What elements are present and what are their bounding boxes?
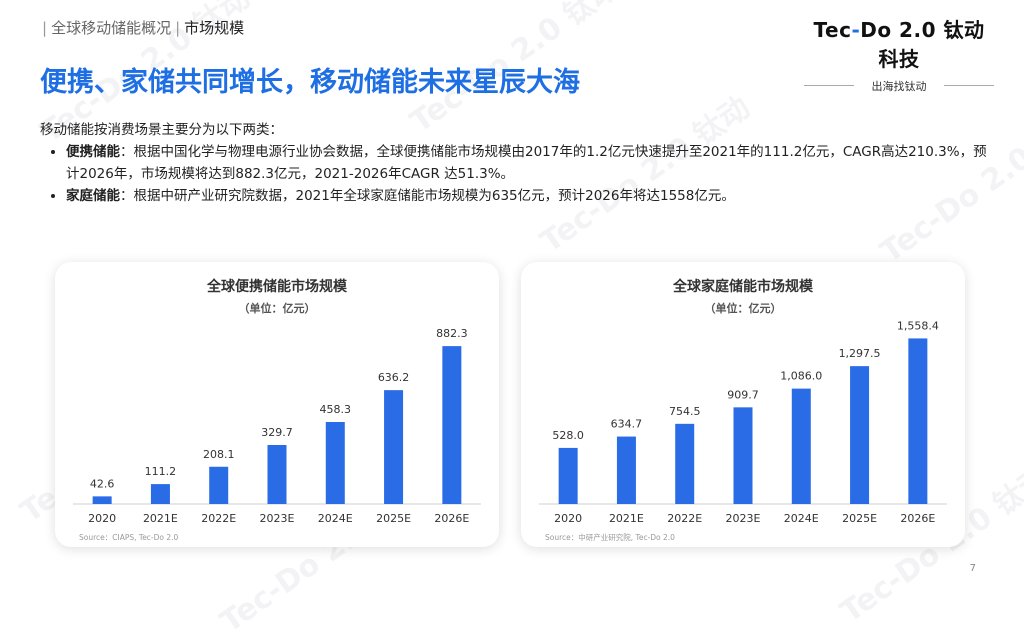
bar bbox=[791, 388, 811, 504]
bar bbox=[675, 423, 695, 504]
brand-tagline: 出海找钛动 bbox=[804, 78, 994, 94]
breadcrumb-section: 全球移动储能概况 bbox=[51, 19, 172, 37]
data-label: 909.7 bbox=[727, 388, 759, 401]
list-item: 家庭储能：根据中研产业研究院数据，2021年全球家庭储能市场规模为635亿元，预… bbox=[66, 185, 990, 207]
brand-name-part: Do 2.0 钛动科技 bbox=[860, 18, 985, 71]
x-tick-label: 2020 bbox=[554, 512, 582, 525]
bullet-term: 家庭储能 bbox=[66, 188, 120, 204]
brand-name-part: Tec bbox=[813, 18, 852, 42]
x-tick-label: 2021E bbox=[609, 512, 644, 525]
breadcrumb: | 全球移动储能概况 | 市场规模 bbox=[38, 17, 244, 38]
chart-subtitle: （单位：亿元） bbox=[705, 301, 782, 315]
data-label: 208.1 bbox=[203, 448, 235, 461]
x-tick-label: 2024E bbox=[784, 512, 819, 525]
bullet-term: 便携储能 bbox=[66, 144, 120, 160]
data-label: 111.2 bbox=[145, 465, 177, 478]
breadcrumb-subsection: 市场规模 bbox=[184, 19, 245, 37]
data-label: 458.3 bbox=[320, 403, 352, 416]
x-tick-label: 2025E bbox=[376, 512, 411, 525]
bar bbox=[442, 346, 462, 504]
chart-source: Source：CIAPS, Tec-Do 2.0 bbox=[79, 533, 179, 542]
x-tick-label: 2026E bbox=[434, 512, 469, 525]
bar bbox=[92, 496, 112, 504]
chart-card-portable: 全球便携储能市场规模 （单位：亿元） 42.6 2020 111.2 2021E 208.1… bbox=[55, 262, 499, 547]
data-label: 882.3 bbox=[436, 327, 468, 340]
chart-title: 全球便携储能市场规模 bbox=[206, 278, 348, 295]
bar bbox=[558, 447, 578, 504]
bar bbox=[850, 366, 870, 504]
chart-subtitle: （单位：亿元） bbox=[239, 301, 316, 315]
brand-logo: Tec-Do 2.0 钛动科技 出海找钛动 bbox=[804, 14, 994, 94]
x-tick-label: 2023E bbox=[726, 512, 761, 525]
data-label: 636.2 bbox=[378, 371, 410, 384]
page-title: 便携、家储共同增长，移动储能未来星辰大海 bbox=[40, 67, 580, 98]
brand-name: Tec-Do 2.0 钛动科技 bbox=[804, 14, 994, 72]
chart-title: 全球家庭储能市场规模 bbox=[672, 278, 814, 295]
x-tick-label: 2024E bbox=[318, 512, 353, 525]
chart-portable: 全球便携储能市场规模 （单位：亿元） 42.6 2020 111.2 2021E 208.1… bbox=[73, 278, 481, 542]
x-tick-label: 2026E bbox=[900, 512, 935, 525]
x-tick-label: 2020 bbox=[88, 512, 116, 525]
intro-list: 便携储能：根据中国化学与物理电源行业协会数据，全球便携储能市场规模由2017年的… bbox=[40, 141, 990, 207]
data-label: 329.7 bbox=[261, 426, 293, 439]
bar bbox=[150, 484, 170, 504]
page-number: 7 bbox=[969, 563, 976, 574]
bar bbox=[267, 445, 287, 504]
intro-lead: 移动储能按消费场景主要分为以下两类： bbox=[40, 122, 283, 138]
breadcrumb-separator: | bbox=[175, 19, 181, 37]
chart-home: 全球家庭储能市场规模 （单位：亿元） 528.0 2020 634.7 2021E 754.… bbox=[539, 278, 947, 542]
data-label: 1,297.5 bbox=[839, 347, 881, 360]
brand-name-dash: - bbox=[851, 18, 861, 42]
data-label: 1,558.4 bbox=[897, 319, 939, 332]
data-label: 754.5 bbox=[669, 405, 701, 418]
chart-card-home: 全球家庭储能市场规模 （单位：亿元） 528.0 2020 634.7 2021E 754.… bbox=[521, 262, 965, 547]
x-tick-label: 2022E bbox=[201, 512, 236, 525]
intro-text: 移动储能按消费场景主要分为以下两类： 便携储能：根据中国化学与物理电源行业协会数… bbox=[40, 119, 990, 207]
x-tick-label: 2025E bbox=[842, 512, 877, 525]
bar bbox=[325, 421, 345, 504]
breadcrumb-separator: | bbox=[42, 19, 48, 37]
bar bbox=[209, 466, 229, 504]
x-tick-label: 2022E bbox=[667, 512, 702, 525]
list-item: 便携储能：根据中国化学与物理电源行业协会数据，全球便携储能市场规模由2017年的… bbox=[66, 141, 990, 185]
bar bbox=[616, 436, 636, 504]
x-tick-label: 2021E bbox=[143, 512, 178, 525]
data-label: 528.0 bbox=[552, 429, 584, 442]
bar bbox=[733, 407, 753, 504]
bar bbox=[384, 390, 404, 504]
data-label: 634.7 bbox=[611, 418, 643, 431]
bullet-text: ：根据中研产业研究院数据，2021年全球家庭储能市场规模为635亿元，预计202… bbox=[120, 188, 735, 204]
data-label: 1,086.0 bbox=[780, 370, 822, 383]
bar bbox=[908, 338, 928, 504]
data-label: 42.6 bbox=[90, 477, 115, 490]
bullet-text: ：根据中国化学与物理电源行业协会数据，全球便携储能市场规模由2017年的1.2亿… bbox=[66, 144, 987, 182]
x-tick-label: 2023E bbox=[260, 512, 295, 525]
chart-source: Source：中研产业研究院, Tec-Do 2.0 bbox=[545, 532, 675, 542]
